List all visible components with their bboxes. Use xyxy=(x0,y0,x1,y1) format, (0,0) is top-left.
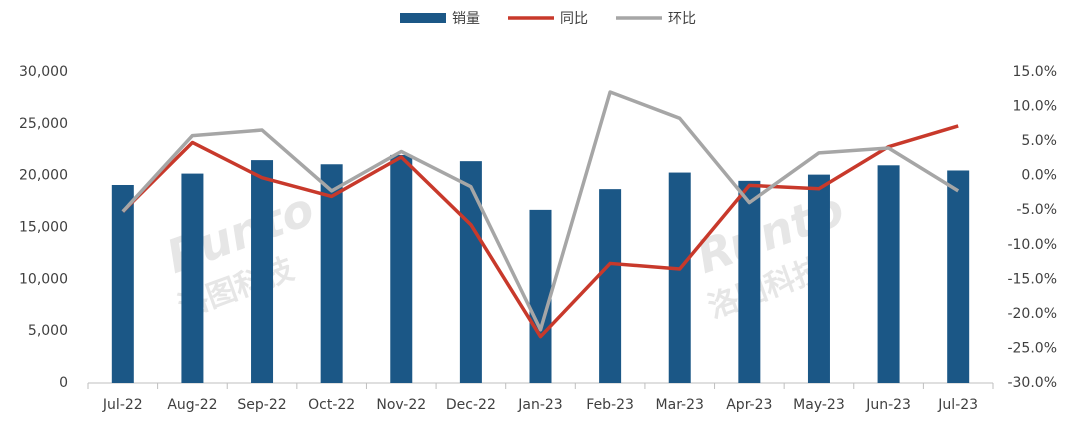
x-tick-label: Nov-22 xyxy=(376,397,426,413)
x-tick-label: Sep-22 xyxy=(237,397,286,413)
line xyxy=(121,90,960,332)
y2-tick-label: -5.0% xyxy=(1016,202,1057,218)
x-tick-label: Jul-22 xyxy=(102,397,143,413)
bar xyxy=(390,154,413,383)
y2-tick-label: 5.0% xyxy=(1021,133,1057,149)
legend-label: 环比 xyxy=(668,11,696,27)
bar xyxy=(738,180,761,383)
bar xyxy=(947,170,970,383)
x-tick-label: Mar-23 xyxy=(656,397,704,413)
bar xyxy=(877,165,900,383)
bar xyxy=(251,160,274,383)
y2-tick-label: -25.0% xyxy=(1007,340,1057,356)
legend-swatch xyxy=(400,13,446,23)
legend-label: 同比 xyxy=(560,11,588,27)
y-tick-label: 20,000 xyxy=(19,168,68,184)
bar xyxy=(111,184,134,383)
x-tick-label: Jan-23 xyxy=(517,397,562,413)
bar xyxy=(668,172,691,383)
y2-tick-label: -15.0% xyxy=(1007,271,1057,287)
x-tick-label: Aug-22 xyxy=(167,397,217,413)
line xyxy=(121,124,959,339)
bar xyxy=(181,173,204,383)
x-tick-label: Jul-23 xyxy=(937,397,978,413)
y2-tick-label: -30.0% xyxy=(1007,375,1057,391)
bar xyxy=(599,189,622,383)
y-tick-label: 5,000 xyxy=(28,323,68,339)
y2-tick-label: -10.0% xyxy=(1007,237,1057,253)
bar xyxy=(529,209,552,383)
y2-tick-label: 0.0% xyxy=(1021,168,1057,184)
x-tick-label: May-23 xyxy=(793,397,845,413)
y-tick-label: 30,000 xyxy=(19,64,68,80)
x-tick-label: Jun-23 xyxy=(865,397,911,413)
bar xyxy=(320,164,343,383)
y-tick-label: 10,000 xyxy=(19,271,68,287)
legend-label: 销量 xyxy=(452,11,480,27)
bar xyxy=(807,174,830,383)
bar xyxy=(459,161,482,383)
y2-tick-label: 10.0% xyxy=(1013,99,1057,115)
y2-tick-label: -20.0% xyxy=(1007,306,1057,322)
y2-tick-label: 15.0% xyxy=(1013,64,1057,80)
x-tick-label: Oct-22 xyxy=(308,397,355,413)
x-tick-label: Feb-23 xyxy=(586,397,634,413)
y-tick-label: 25,000 xyxy=(19,116,68,132)
x-tick-label: Dec-22 xyxy=(446,397,496,413)
y-tick-label: 0 xyxy=(59,375,68,391)
x-tick-label: Apr-23 xyxy=(726,397,772,413)
y-tick-label: 15,000 xyxy=(19,220,68,236)
